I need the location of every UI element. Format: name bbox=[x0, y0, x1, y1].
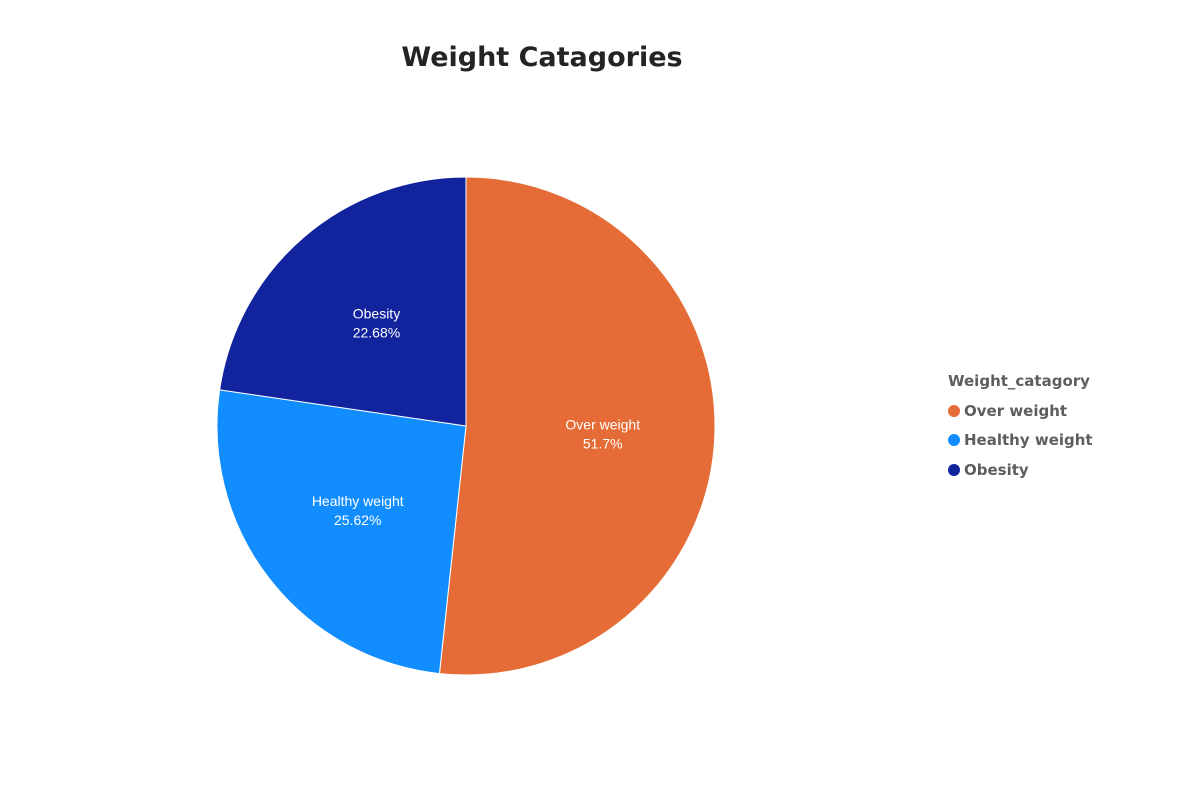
slice-value-label: 51.7% bbox=[583, 435, 623, 451]
slice-value-label: 25.62% bbox=[334, 512, 381, 528]
pie-slice-healthy-weight[interactable] bbox=[216, 389, 467, 675]
slice-category-label: Over weight bbox=[565, 416, 640, 432]
legend-item-over-weight[interactable]: Over weight bbox=[948, 396, 1093, 426]
legend-item-healthy-weight[interactable]: Healthy weight bbox=[948, 426, 1093, 456]
legend-dot-icon bbox=[948, 434, 960, 447]
legend-title: Weight_catagory bbox=[948, 372, 1090, 390]
pie-slice-obesity[interactable] bbox=[219, 176, 467, 427]
legend-dot-icon bbox=[948, 463, 960, 476]
legend-dot-icon bbox=[948, 404, 960, 417]
legend: Weight_catagory Over weight Healthy weig… bbox=[948, 372, 1093, 485]
slice-category-label: Healthy weight bbox=[312, 493, 404, 509]
slice-value-label: 22.68% bbox=[353, 324, 400, 340]
pie-slice-over-weight[interactable] bbox=[438, 176, 716, 676]
legend-label: Healthy weight bbox=[964, 431, 1093, 450]
legend-label: Over weight bbox=[964, 401, 1068, 420]
legend-item-obesity[interactable]: Obesity bbox=[948, 455, 1093, 485]
slice-category-label: Obesity bbox=[353, 305, 400, 321]
legend-label: Obesity bbox=[964, 460, 1029, 479]
chart-title: Weight Catagories bbox=[401, 42, 683, 73]
